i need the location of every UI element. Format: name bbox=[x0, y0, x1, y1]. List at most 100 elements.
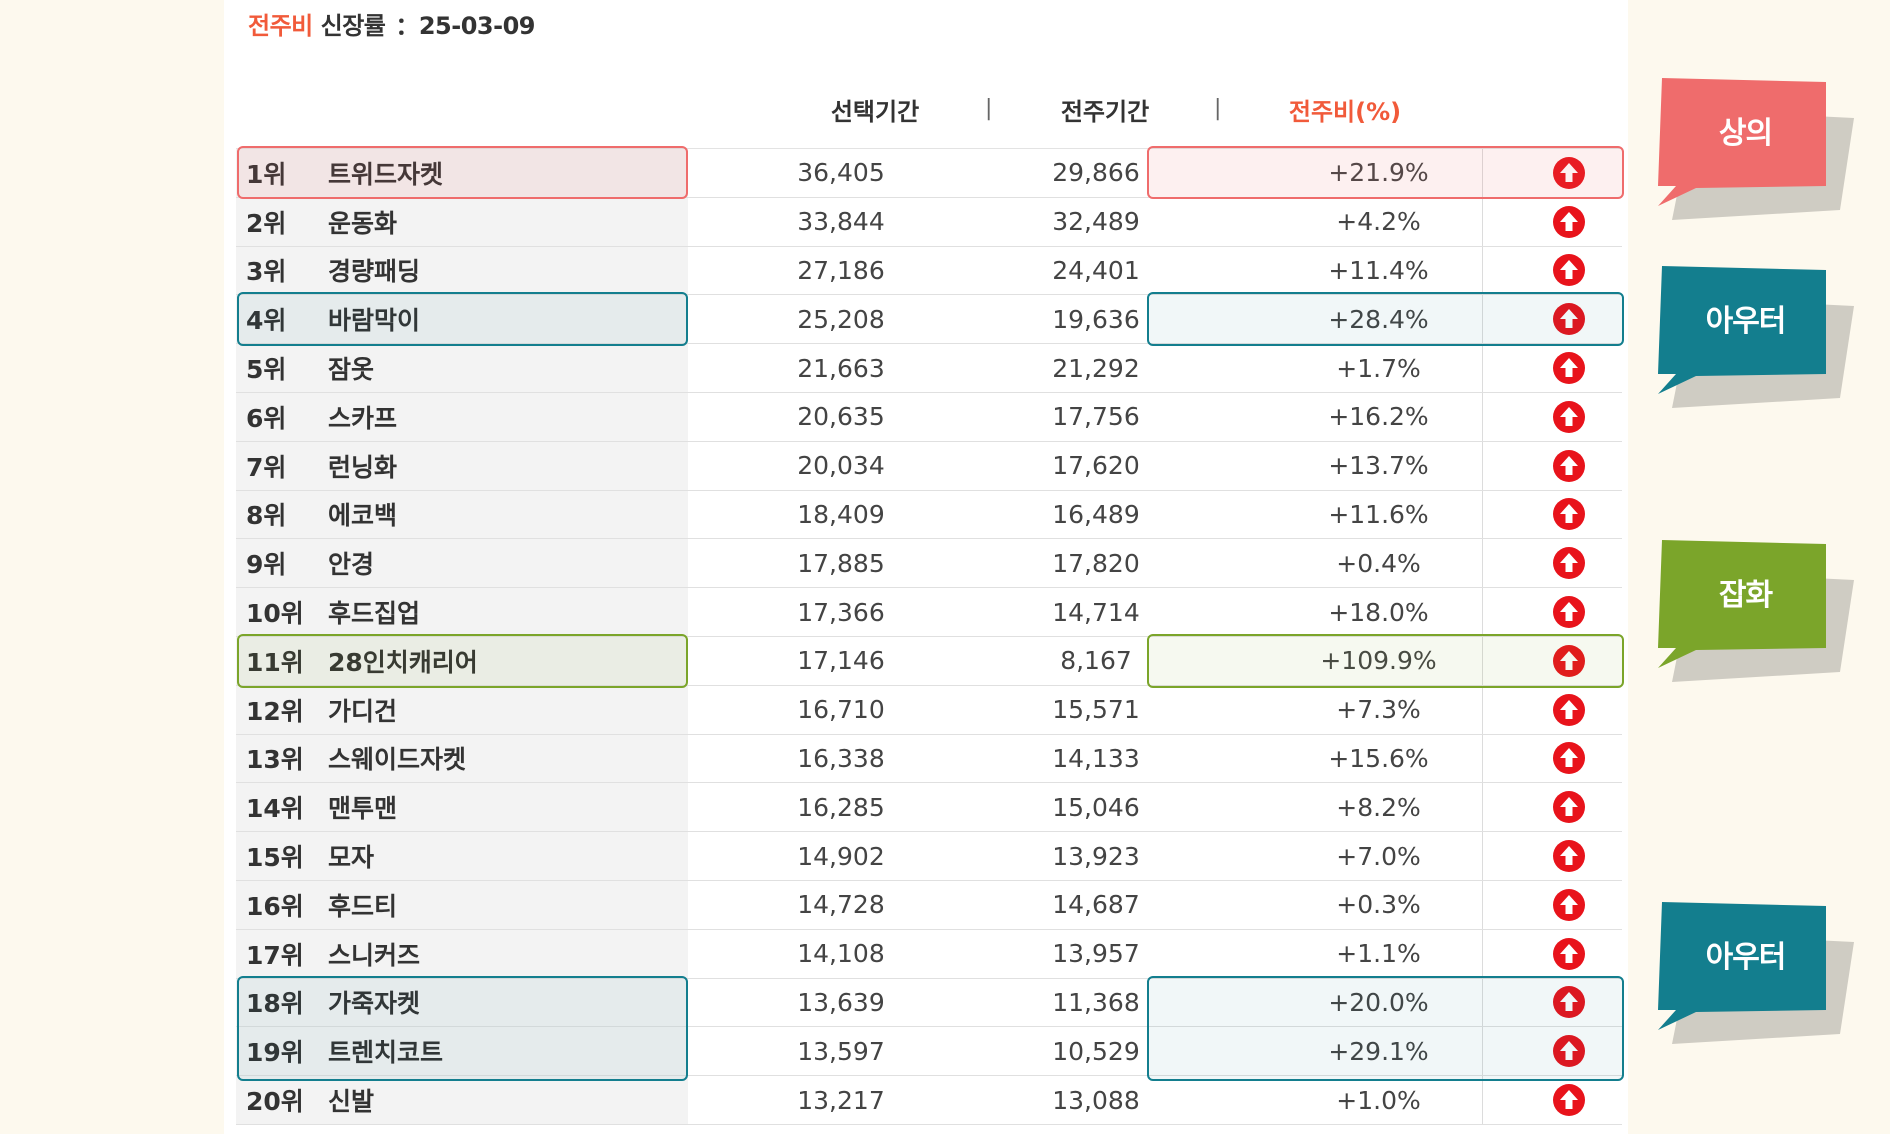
previous-period-value: 19,636 bbox=[1052, 304, 1140, 334]
ratio-value: +0.3% bbox=[1336, 890, 1421, 920]
ratio-value: +28.4% bbox=[1328, 304, 1429, 334]
ratio-value: +8.2% bbox=[1336, 792, 1421, 822]
callout-shape bbox=[1658, 540, 1826, 668]
previous-period-value: 17,820 bbox=[1052, 548, 1140, 578]
item-name: 트위드자켓 bbox=[328, 159, 444, 189]
table-row: 14위 맨투맨 16,285 15,046 +8.2% bbox=[236, 783, 1622, 833]
selected-period-value: 17,146 bbox=[797, 646, 885, 676]
selected-period-value: 33,844 bbox=[797, 207, 885, 237]
callout-shape bbox=[1658, 902, 1826, 1030]
table-row: 12위 가디건 16,710 15,571 +7.3% bbox=[236, 685, 1622, 735]
rank-label: 17위 bbox=[246, 940, 304, 970]
previous-period-value: 14,714 bbox=[1052, 597, 1140, 627]
ratio-value: +1.0% bbox=[1336, 1085, 1421, 1115]
column-divider bbox=[1482, 734, 1483, 783]
up-arrow-icon bbox=[1552, 595, 1586, 629]
rank-cell-background bbox=[236, 880, 688, 929]
previous-period-value: 14,133 bbox=[1052, 743, 1140, 773]
category-callout-outer-1: 아우터 bbox=[1658, 262, 1854, 408]
column-divider bbox=[1482, 783, 1483, 832]
highlight-row-1-right bbox=[1147, 146, 1624, 199]
rank-cell-background bbox=[236, 392, 688, 441]
up-arrow-icon bbox=[1552, 888, 1586, 922]
selected-period-value: 21,663 bbox=[797, 353, 885, 383]
rank-label: 15위 bbox=[246, 843, 304, 873]
rank-cell-background bbox=[236, 832, 688, 880]
highlight-row-11-right bbox=[1147, 634, 1624, 688]
selected-period-value: 27,186 bbox=[797, 255, 885, 285]
selected-period-value: 16,710 bbox=[797, 695, 885, 725]
callout-label: 아우터 bbox=[1705, 940, 1787, 975]
ratio-value: +29.1% bbox=[1328, 1036, 1429, 1066]
rank-label: 12위 bbox=[246, 696, 304, 726]
rank-label: 13위 bbox=[246, 745, 304, 775]
up-arrow-icon bbox=[1552, 156, 1586, 190]
column-divider bbox=[1482, 929, 1483, 978]
ratio-value: +11.6% bbox=[1328, 499, 1429, 529]
selected-period-value: 25,208 bbox=[797, 304, 885, 334]
table-row: 4위 바람막이 25,208 19,636 +28.4% bbox=[236, 295, 1622, 345]
previous-period-value: 13,088 bbox=[1052, 1085, 1140, 1115]
rank-cell-background bbox=[236, 344, 688, 392]
previous-period-value: 14,687 bbox=[1052, 890, 1140, 920]
rank-label: 19위 bbox=[246, 1038, 304, 1068]
ratio-value: +0.4% bbox=[1336, 548, 1421, 578]
column-divider bbox=[1482, 1027, 1483, 1076]
previous-period-value: 13,957 bbox=[1052, 939, 1140, 969]
item-name: 런닝화 bbox=[328, 452, 398, 482]
table-row: 16위 후드티 14,728 14,687 +0.3% bbox=[236, 880, 1622, 930]
column-divider bbox=[1482, 197, 1483, 246]
up-arrow-icon bbox=[1552, 400, 1586, 434]
previous-period-value: 17,756 bbox=[1052, 402, 1140, 432]
callout-shape bbox=[1658, 78, 1826, 206]
rank-cell-background bbox=[236, 441, 688, 490]
selected-period-value: 17,366 bbox=[797, 597, 885, 627]
selected-period-value: 20,635 bbox=[797, 402, 885, 432]
table-row: 6위 스카프 20,635 17,756 +16.2% bbox=[236, 392, 1622, 442]
item-name: 스카프 bbox=[328, 403, 398, 433]
item-name: 맨투맨 bbox=[328, 794, 398, 824]
column-divider bbox=[1482, 490, 1483, 539]
column-divider bbox=[1482, 149, 1483, 197]
selected-period-value: 20,034 bbox=[797, 451, 885, 481]
previous-period-value: 13,923 bbox=[1052, 841, 1140, 871]
highlight-row-18-19-right bbox=[1147, 976, 1624, 1081]
rank-cell-background bbox=[236, 539, 688, 588]
page-title: 전주비 신장률 ：25-03-09 bbox=[248, 6, 535, 41]
ranking-table: 1위 트위드자켓 36,405 29,866 +21.9% 2위 운동화 33,844 32,4… bbox=[236, 149, 1622, 1125]
item-name: 스니커즈 bbox=[328, 940, 421, 970]
table-row: 7위 런닝화 20,034 17,620 +13.7% bbox=[236, 441, 1622, 491]
table-row: 18위 가죽자켓 13,639 11,368 +20.0% bbox=[236, 978, 1622, 1028]
previous-period-value: 21,292 bbox=[1052, 353, 1140, 383]
up-arrow-icon bbox=[1552, 937, 1586, 971]
ratio-value: +109.9% bbox=[1320, 646, 1437, 676]
selected-period-value: 14,728 bbox=[797, 890, 885, 920]
rank-label: 9위 bbox=[246, 550, 287, 580]
highlight-row-18-19-left bbox=[237, 976, 688, 1081]
item-name: 스웨이드자켓 bbox=[328, 745, 467, 775]
callout-label: 잡화 bbox=[1718, 578, 1773, 613]
previous-period-value: 15,046 bbox=[1052, 792, 1140, 822]
selected-period-value: 18,409 bbox=[797, 499, 885, 529]
header-separator: | bbox=[1214, 96, 1222, 121]
previous-period-value: 11,368 bbox=[1052, 987, 1140, 1017]
previous-period-value: 29,866 bbox=[1052, 158, 1140, 188]
up-arrow-icon bbox=[1552, 741, 1586, 775]
column-divider bbox=[1482, 295, 1483, 344]
selected-period-value: 36,405 bbox=[797, 158, 885, 188]
rank-label: 14위 bbox=[246, 794, 304, 824]
previous-period-value: 32,489 bbox=[1052, 207, 1140, 237]
ratio-value: +20.0% bbox=[1328, 987, 1429, 1017]
table-row: 17위 스니커즈 14,108 13,957 +1.1% bbox=[236, 929, 1622, 979]
selected-period-value: 16,285 bbox=[797, 792, 885, 822]
item-name: 바람막이 bbox=[328, 306, 421, 336]
rank-label: 1위 bbox=[246, 159, 287, 189]
ratio-value: +13.7% bbox=[1328, 451, 1429, 481]
highlight-row-4-left bbox=[237, 292, 688, 346]
title-label: 신장률 bbox=[320, 12, 386, 40]
column-divider bbox=[1482, 344, 1483, 392]
rank-cell-background bbox=[236, 685, 688, 734]
up-arrow-icon bbox=[1552, 790, 1586, 824]
up-arrow-icon bbox=[1552, 1083, 1586, 1117]
ratio-value: +4.2% bbox=[1336, 207, 1421, 237]
